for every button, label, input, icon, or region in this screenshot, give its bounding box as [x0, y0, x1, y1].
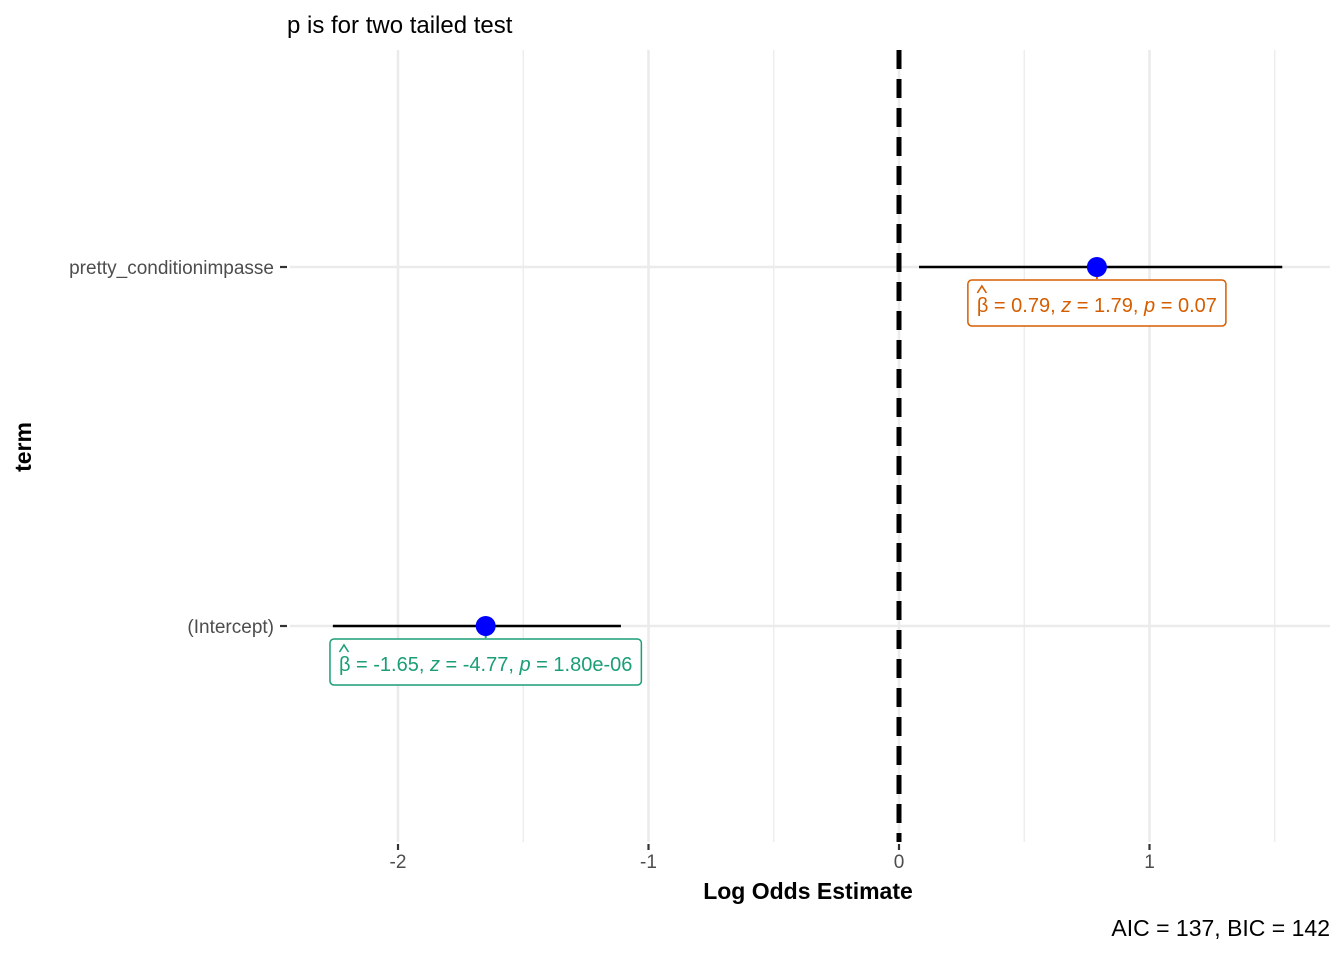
- beta-hat-mark: [976, 284, 988, 294]
- label-text: β = -1.65, z = -4.77, p = 1.80e-06: [339, 654, 632, 676]
- x-tick-label: 0: [894, 852, 905, 873]
- x-axis: -2 -1 0 1: [390, 844, 1155, 873]
- x-axis-title: Log Odds Estimate: [703, 878, 913, 904]
- label-p-symbol: p: [518, 654, 536, 676]
- estimate-labels: β = 0.79, z = 1.79, p = 0.07 β = -1.65, z…: [329, 279, 1227, 686]
- label-z: = 1.79,: [1077, 295, 1144, 317]
- label-beta: β = -1.65,: [339, 654, 430, 676]
- y-axis: pretty_conditionimpasse (Intercept): [69, 258, 287, 638]
- label-z-symbol: z: [1060, 295, 1077, 317]
- chart-subtitle: p is for two tailed test: [287, 12, 513, 39]
- beta-hat-mark: [338, 643, 350, 653]
- label-text: β = 0.79, z = 1.79, p = 0.07: [977, 295, 1217, 317]
- x-tick-label: -1: [640, 852, 657, 873]
- estimate-point: [1086, 257, 1107, 277]
- y-tick-label: pretty_conditionimpasse: [69, 258, 274, 279]
- label-z-symbol: z: [429, 654, 446, 676]
- label-p-symbol: p: [1143, 295, 1161, 317]
- y-tick-label: (Intercept): [187, 617, 274, 638]
- chart-caption: AIC = 137, BIC = 142: [1111, 915, 1330, 941]
- y-axis-title: term: [10, 422, 36, 472]
- estimate-points: [475, 257, 1107, 636]
- label-p: = 0.07: [1161, 295, 1217, 317]
- label-box: [967, 279, 1227, 327]
- minor-gridlines: [522, 50, 1276, 842]
- label-beta: β = 0.79,: [977, 295, 1061, 317]
- estimate-point: [475, 616, 496, 636]
- x-tick-label: -2: [390, 852, 407, 873]
- major-gridlines: [290, 50, 1330, 842]
- label-p: = 1.80e-06: [536, 654, 632, 676]
- x-tick-label: 1: [1144, 852, 1155, 873]
- label-z: = -4.77,: [446, 654, 520, 676]
- label-box: [329, 638, 643, 686]
- estimate-label: β = -1.65, z = -4.77, p = 1.80e-06: [329, 638, 643, 686]
- estimate-label: β = 0.79, z = 1.79, p = 0.07: [967, 279, 1227, 327]
